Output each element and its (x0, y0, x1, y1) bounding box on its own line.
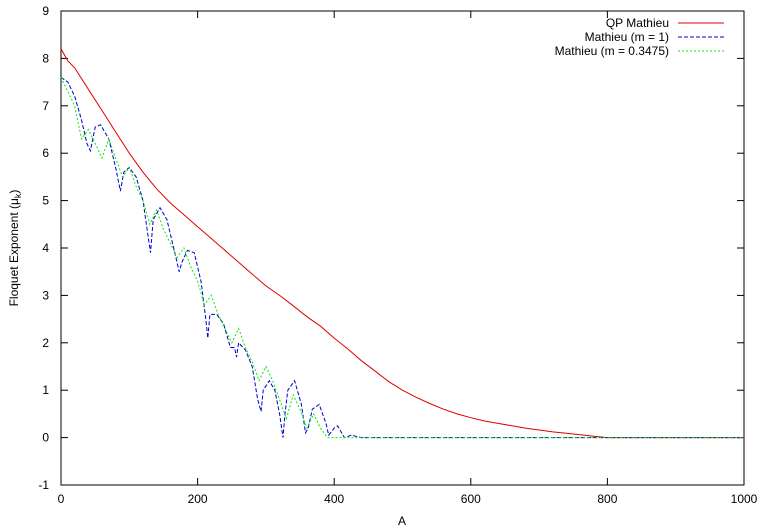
y-tick-label: 3 (42, 288, 49, 302)
x-tick-label: 400 (324, 492, 344, 506)
series-layer (60, 48, 744, 439)
y-tick-label: 5 (42, 194, 49, 208)
legend-label-0: QP Mathieu (606, 16, 669, 30)
y-tick-label: 6 (42, 146, 49, 160)
y-tick-label: 9 (42, 4, 49, 18)
y-axis-label-close: ) (7, 190, 21, 194)
y-axis-label: Floquet Exponent (μk) (7, 190, 23, 307)
y-tick-label: -1 (38, 478, 49, 492)
y-tick-label: 1 (42, 383, 49, 397)
x-tick-label: 800 (597, 492, 617, 506)
legend-label-1: Mathieu (m = 1) (585, 30, 669, 44)
y-tick-label: 8 (42, 51, 49, 65)
y-axis-label-subscript: k (13, 193, 23, 198)
series-line-0 (60, 48, 744, 439)
legend-label-2: Mathieu (m = 0.3475) (555, 44, 669, 58)
y-tick-label: 7 (42, 99, 49, 113)
y-tick-label: 4 (42, 241, 49, 255)
x-tick-label: 0 (58, 492, 65, 506)
x-tick-label: 200 (188, 492, 208, 506)
x-tick-label: 1000 (731, 492, 758, 506)
y-tick-label: 0 (42, 431, 49, 445)
x-axis-label: A (398, 514, 406, 528)
plot-frame (60, 10, 745, 486)
axis-ticks: 0 200 400 600 800 1000 -1 0 1 2 3 4 5 6 7 8 9 (38, 4, 757, 506)
x-tick-label: 600 (461, 492, 481, 506)
y-tick-label: 2 (42, 336, 49, 350)
series-line-2 (60, 77, 744, 439)
series-line-1 (60, 76, 744, 439)
